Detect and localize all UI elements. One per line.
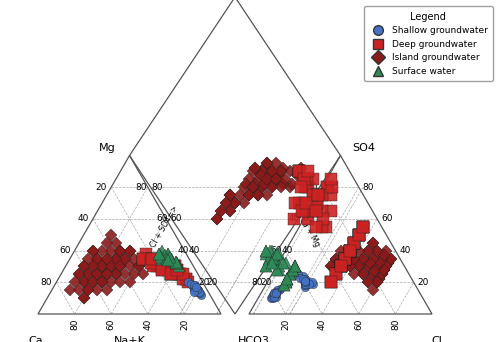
Text: 20: 20 <box>198 278 210 287</box>
Text: 80: 80 <box>152 183 164 192</box>
Text: 80: 80 <box>363 183 374 192</box>
Text: SO4: SO4 <box>352 143 376 153</box>
Text: 40: 40 <box>188 246 200 255</box>
Text: 80: 80 <box>391 319 400 330</box>
Text: 80: 80 <box>70 319 79 330</box>
Text: 60: 60 <box>302 214 314 223</box>
Text: 40: 40 <box>178 246 189 255</box>
Text: Na+K: Na+K <box>114 336 146 342</box>
Text: 40: 40 <box>400 246 411 255</box>
Text: 80: 80 <box>135 183 146 192</box>
Text: 20: 20 <box>307 183 318 192</box>
Text: 40: 40 <box>318 319 326 330</box>
Text: 60: 60 <box>106 319 116 330</box>
Text: HCO3: HCO3 <box>238 336 270 342</box>
Text: 60: 60 <box>170 214 181 223</box>
Text: 20: 20 <box>418 278 429 287</box>
Text: 60: 60 <box>156 214 168 223</box>
Text: 20: 20 <box>180 319 189 330</box>
Text: Cl + SO4=>: Cl + SO4=> <box>148 204 180 249</box>
Text: 80: 80 <box>324 183 335 192</box>
Text: 40: 40 <box>288 214 300 223</box>
Text: Mg: Mg <box>99 143 116 153</box>
Text: 20: 20 <box>260 278 272 287</box>
Text: Ca: Ca <box>28 336 44 342</box>
Text: 40: 40 <box>281 246 292 255</box>
Text: <=Ca + Mg: <=Ca + Mg <box>290 205 321 249</box>
Text: 80: 80 <box>41 278 52 287</box>
Text: 40: 40 <box>78 214 89 223</box>
Text: 20: 20 <box>96 183 107 192</box>
Text: 60: 60 <box>381 214 392 223</box>
Text: 20: 20 <box>281 319 290 330</box>
Text: Cl: Cl <box>432 336 442 342</box>
Text: 80: 80 <box>252 278 264 287</box>
Legend: Shallow groundwater, Deep groundwater, Island groundwater, Surface water: Shallow groundwater, Deep groundwater, I… <box>364 6 493 81</box>
Text: 20: 20 <box>206 278 218 287</box>
Text: 40: 40 <box>144 319 152 330</box>
Text: 60: 60 <box>59 246 70 255</box>
Text: 60: 60 <box>270 246 281 255</box>
Text: 60: 60 <box>354 319 364 330</box>
